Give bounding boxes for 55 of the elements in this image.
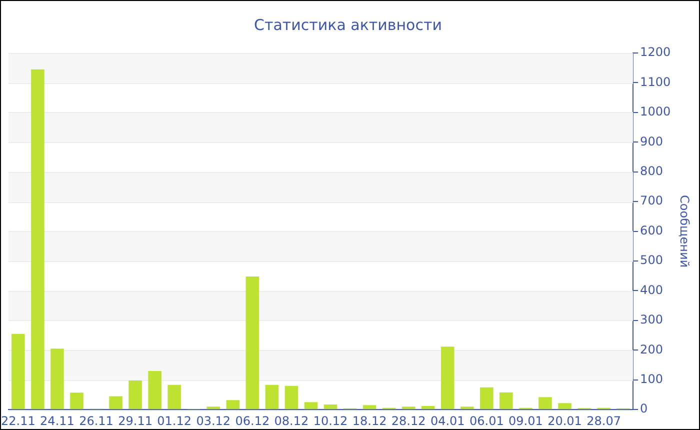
bar [538,397,552,410]
x-tick-label: 01.12 [157,414,192,428]
x-tick-label: 28.12 [391,414,426,428]
bar [148,370,162,410]
x-tick-label: 18.12 [352,414,387,428]
y-tick-label: 200 [640,342,663,356]
y-tick-label: 900 [640,134,663,148]
bar [168,384,181,410]
bar [226,400,240,410]
x-tick-label: 03.12 [196,414,231,428]
bar [460,406,474,410]
y-tick-label: 0 [640,402,648,416]
y-tick-label: 500 [640,253,663,268]
x-tick-label: 22.11 [0,414,36,428]
bar [31,69,44,410]
y-tick-label: 100 [640,372,663,386]
x-tick-label: 06.01 [469,414,504,428]
y-tick-label: 1100 [640,74,671,89]
x-tick-label: 08.12 [274,414,309,428]
bar [246,276,260,410]
y-tick-label: 800 [640,164,663,178]
chart-title: Статистика активности [254,16,442,34]
bar [265,384,279,410]
y-tick-label: 1000 [640,104,671,119]
bar [558,403,572,410]
y-tick-label: 400 [640,282,663,297]
x-tick-label: 24.11 [40,414,74,428]
bar [12,334,25,410]
bar [480,387,494,410]
y-tick-label: 300 [640,312,663,327]
bar [304,402,318,410]
bar [109,396,122,410]
bar [324,404,338,410]
x-tick-label: 28.07 [586,414,621,428]
y-axis-title: Сообщений [678,195,692,268]
y-tick-label: 700 [640,194,663,208]
bar [206,406,220,410]
bar [500,392,513,410]
x-tick-label: 04.01 [430,414,465,428]
bar [284,386,298,410]
x-tick-label: 09.01 [508,414,543,428]
bar [70,392,84,410]
x-tick-label: 29.11 [118,414,152,428]
bar [362,405,376,410]
x-tick-label: 26.11 [79,414,114,428]
y-tick-label: 1200 [640,45,671,60]
x-tick-label: 06.12 [235,414,270,428]
x-tick-label: 20.01 [548,414,582,428]
bar [50,348,64,410]
y-tick-label: 600 [640,223,663,238]
x-tick-label: 10.12 [313,414,348,428]
bar [421,406,435,410]
bar [440,346,454,410]
bar [128,380,142,410]
bar [402,406,416,410]
